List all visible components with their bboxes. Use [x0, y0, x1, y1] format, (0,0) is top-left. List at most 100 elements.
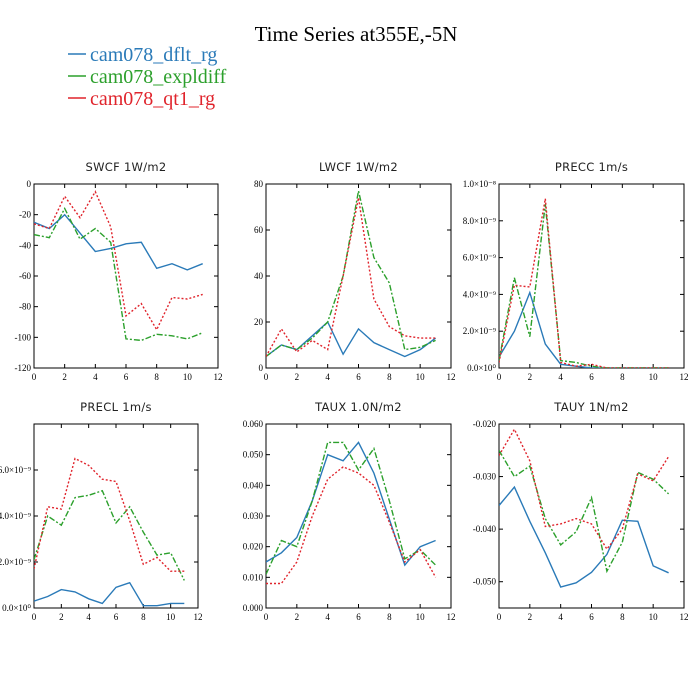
x-tick-label: 4	[325, 612, 330, 622]
legend: cam078_dflt_rg cam078_expldiff cam078_qt…	[68, 44, 227, 110]
y-tick-label: -0.020	[473, 419, 497, 429]
y-tick-label: -100	[15, 332, 32, 342]
y-tick-label: 0.0×10⁰	[2, 603, 31, 613]
series-group	[499, 198, 669, 368]
y-tick-label: 0.040	[243, 480, 264, 490]
x-tick-label: 12	[214, 372, 223, 382]
x-tick-label: 0	[497, 612, 502, 622]
y-tick-label: 4.0×10⁻⁹	[0, 511, 31, 521]
x-tick-label: 12	[447, 612, 456, 622]
plot-frame-swcf	[33, 183, 219, 369]
series-line-expldiff	[266, 190, 436, 358]
series-line-qt1	[499, 198, 669, 368]
y-tick-label: 2.0×10⁻⁹	[0, 557, 31, 567]
y-tick-label: 80	[254, 179, 264, 189]
panel-precc: PRECC 1m/s 0 2 4 6 8 10 12 0.0×10⁰ 2.0×10⁻⁹ 4.0×10…	[463, 160, 689, 382]
y-tick-label: 0	[27, 179, 32, 189]
y-tick-label: 20	[254, 317, 264, 327]
x-tick-label: 0	[32, 612, 37, 622]
series-line-qt1	[34, 457, 185, 572]
x-tick-label: 6	[589, 372, 594, 382]
panel-lwcf: LWCF 1W/m2 0 2 4 6 8 10 12 0 20 40 60 80	[254, 160, 456, 382]
panel-tauy: TAUY 1N/m2 0 2 4 6 8 10 12 -0.020 -0.030 -0.040 -0.…	[473, 400, 689, 622]
y-tick-label: 8.0×10⁻⁹	[463, 216, 496, 226]
x-tick-label: 10	[166, 612, 176, 622]
panel-title-swcf: SWCF 1W/m2	[85, 160, 166, 174]
x-tick-label: 4	[86, 612, 91, 622]
y-tick-label: -0.040	[473, 524, 497, 534]
series-group	[266, 441, 437, 585]
y-tick-label: 0.000	[243, 603, 264, 613]
x-tick-label: 6	[356, 612, 361, 622]
series-group	[34, 190, 203, 342]
y-tick-label: -0.050	[473, 577, 497, 587]
x-tick-label: 10	[416, 372, 426, 382]
x-tick-label: 2	[295, 372, 300, 382]
x-tick-label: 0	[264, 372, 269, 382]
y-tick-label: -40	[19, 240, 31, 250]
y-tick-label: 0.050	[243, 450, 264, 460]
y-tick-label: -80	[19, 302, 31, 312]
y-tick-label: 0.020	[243, 542, 264, 552]
series-group	[499, 427, 670, 588]
series-line-expldiff	[266, 441, 437, 575]
x-tick-label: 8	[620, 612, 625, 622]
x-tick-label: 12	[194, 612, 203, 622]
y-tick-label: 0.060	[243, 419, 264, 429]
series-line-dflt	[266, 441, 436, 567]
y-tick-label: -0.030	[473, 472, 497, 482]
x-tick-label: 12	[680, 372, 689, 382]
panel-title-taux: TAUX 1.0N/m2	[314, 400, 402, 414]
x-tick-label: 8	[387, 612, 392, 622]
x-tick-label: 4	[325, 372, 330, 382]
plot-frame-precc	[498, 183, 685, 369]
panel-swcf: SWCF 1W/m2 0 2 4 6 8 10 12 0 -20 -40 -60 -80 -100 -120	[15, 160, 223, 382]
series-line-expldiff	[34, 206, 203, 342]
y-tick-label: 4.0×10⁻⁹	[463, 289, 496, 299]
panel-precl: PRECL 1m/s 0 2 4 6 8 10 12 0.0×10⁰ 2.0×10⁻⁹ 4.0×10…	[0, 400, 203, 622]
y-tick-label: 1.0×10⁻⁸	[463, 179, 496, 189]
series-line-dflt	[499, 290, 669, 368]
figure-title: Time Series at355E,-5N	[255, 22, 458, 46]
panel-taux: TAUX 1.0N/m2 0 2 4 6 8 10 12 0.000 0.010 0.020 0.03…	[243, 400, 456, 622]
x-tick-label: 6	[589, 612, 594, 622]
x-tick-label: 12	[680, 612, 689, 622]
x-tick-label: 6	[356, 372, 361, 382]
x-tick-label: 8	[154, 372, 159, 382]
series-line-dflt	[34, 213, 203, 271]
y-tick-label: 2.0×10⁻⁹	[463, 326, 496, 336]
legend-label-qt1: cam078_qt1_rg	[90, 88, 215, 110]
y-tick-label: 60	[254, 225, 264, 235]
x-tick-label: 6	[114, 612, 119, 622]
x-tick-label: 6	[124, 372, 129, 382]
x-tick-label: 4	[558, 612, 563, 622]
y-tick-label: 0.010	[243, 572, 264, 582]
panel-title-tauy: TAUY 1N/m2	[553, 400, 628, 414]
series-line-expldiff	[499, 204, 669, 368]
panel-title-precc: PRECC 1m/s	[555, 160, 628, 174]
series-line-qt1	[266, 466, 437, 585]
panel-title-lwcf: LWCF 1W/m2	[319, 160, 398, 174]
series-line-dflt	[266, 320, 437, 358]
series-group	[34, 457, 185, 607]
series-line-qt1	[499, 427, 670, 551]
x-tick-label: 0	[497, 372, 502, 382]
series-line-qt1	[34, 190, 203, 332]
x-tick-label: 8	[620, 372, 625, 382]
x-tick-label: 0	[32, 372, 37, 382]
x-tick-label: 0	[264, 612, 269, 622]
y-tick-label: 0.030	[243, 511, 264, 521]
panel-title-precl: PRECL 1m/s	[80, 400, 152, 414]
x-tick-label: 2	[528, 612, 533, 622]
plot-frame-taux	[265, 423, 452, 609]
x-tick-label: 10	[183, 372, 193, 382]
series-line-dflt	[34, 581, 185, 607]
y-tick-label: 0.0×10⁰	[467, 363, 496, 373]
y-tick-label: -60	[19, 271, 31, 281]
x-tick-label: 10	[649, 372, 659, 382]
x-tick-label: 4	[93, 372, 98, 382]
plot-frame-precl	[33, 423, 199, 609]
x-tick-label: 10	[416, 612, 426, 622]
